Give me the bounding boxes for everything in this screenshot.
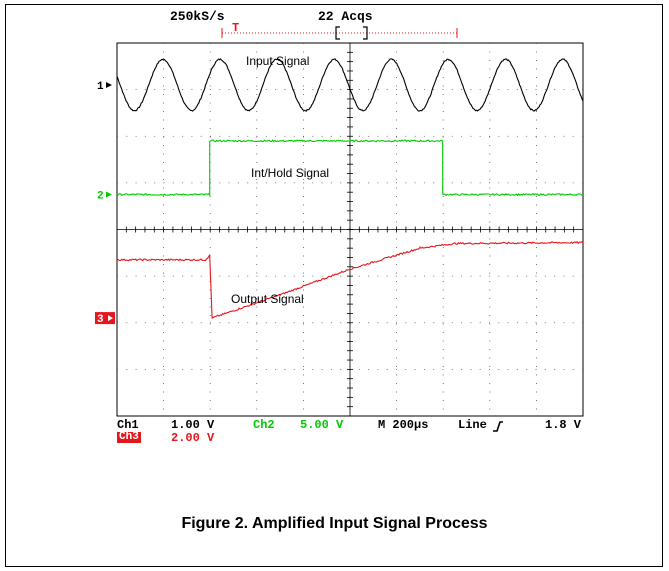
ch2-label: Ch2 <box>253 418 275 432</box>
input-signal-label: Input Signal <box>246 54 310 68</box>
ch3-label: Ch3 <box>117 431 141 443</box>
trigger-edge-icon <box>493 421 503 432</box>
channel-markers: 1 2 3 <box>95 81 115 326</box>
ch2-marker-arrow <box>106 191 112 198</box>
oscilloscope-chart: 1 2 3 <box>95 26 584 417</box>
output-signal-label: Output Signal <box>231 292 304 306</box>
traces <box>116 58 584 319</box>
ch1-marker-arrow <box>106 81 112 88</box>
ch3-scale: 2.00 V <box>171 431 215 445</box>
trigger-source: Line <box>458 418 487 432</box>
ch2-marker-label: 2 <box>97 191 104 203</box>
ch3-marker-label: 3 <box>97 314 104 326</box>
ch1-label: Ch1 <box>117 418 139 432</box>
output-signal-trace <box>116 241 584 319</box>
input-signal-trace <box>116 58 584 112</box>
trigger-indicator <box>221 26 458 40</box>
figure-caption: Figure 2. Amplified Input Signal Process <box>181 515 488 532</box>
ch3-marker-arrow <box>108 315 113 322</box>
view-bracket-right <box>363 26 368 40</box>
int-hold-signal-label: Int/Hold Signal <box>251 166 330 180</box>
trigger-level: 1.8 V <box>545 418 582 432</box>
figure-frame <box>5 4 663 567</box>
ch2-scale: 5.00 V <box>300 418 344 432</box>
ch3-marker-box <box>95 312 115 325</box>
acquisitions: 22 Acqs <box>318 9 373 24</box>
int-hold-signal-trace <box>116 139 584 198</box>
plot-grid <box>116 42 584 417</box>
ch1-scale: 1.00 V <box>171 418 215 432</box>
sample-rate: 250kS/s <box>170 9 225 24</box>
view-bracket-left <box>335 26 340 40</box>
ch1-marker-label: 1 <box>97 81 104 93</box>
trigger-marker: T <box>232 21 240 35</box>
timebase: M 200μs <box>378 418 429 432</box>
